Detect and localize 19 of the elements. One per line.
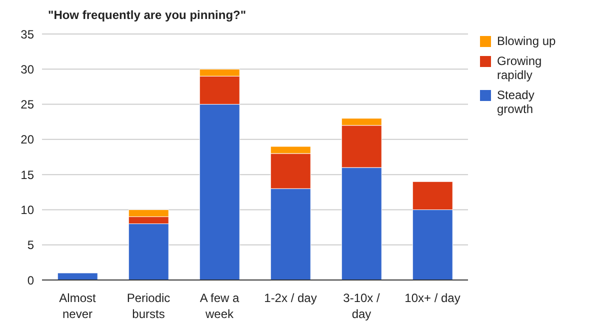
x-tick-label: 10x+ / day xyxy=(404,291,460,305)
bar xyxy=(57,272,98,280)
x-tick-label: Periodic bursts xyxy=(126,291,170,321)
y-tick-label: 30 xyxy=(20,62,34,76)
y-tick-label: 0 xyxy=(27,273,34,288)
legend-label: Growing rapidly xyxy=(497,54,542,82)
y-tick-label: 35 xyxy=(20,27,34,42)
legend-label: Blowing up xyxy=(497,34,556,48)
x-tick-label: 3-10x / day xyxy=(343,291,381,321)
y-tick-label: 20 xyxy=(20,132,34,147)
x-tick-label: 1-2x / day xyxy=(264,291,317,305)
y-tick-label: 25 xyxy=(20,98,34,112)
y-tick-label: 15 xyxy=(20,168,34,182)
x-tick-label: Almost never xyxy=(59,291,96,321)
legend-label: Steady growth xyxy=(497,88,534,116)
y-tick-label: 5 xyxy=(27,238,34,252)
y-tick-label: 10 xyxy=(20,202,34,217)
x-tick-label: A few a week xyxy=(200,291,240,321)
chart-title: "How frequently are you pinning?" xyxy=(48,8,248,22)
